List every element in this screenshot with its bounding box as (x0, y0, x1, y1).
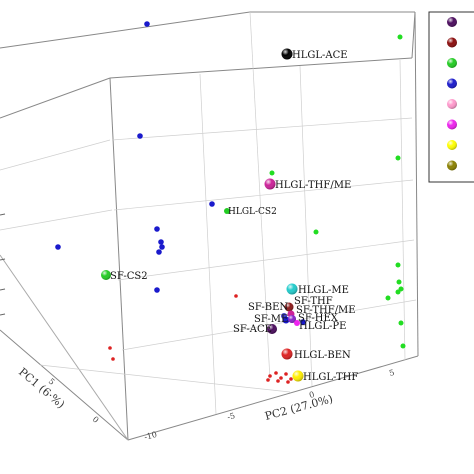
legend-swatch-sheen (447, 140, 457, 150)
data-point (313, 229, 319, 235)
data-point (276, 379, 280, 383)
legend-swatch-sheen (447, 99, 457, 109)
data-point (396, 279, 402, 285)
point-sf-thf: SF-THF (284, 296, 333, 312)
data-point (268, 374, 272, 378)
point-label: SF-ACE (233, 324, 272, 335)
data-point (154, 287, 160, 293)
legend-swatch-sheen (447, 17, 457, 27)
data-point (144, 21, 150, 27)
data-point (55, 244, 61, 250)
legend-swatch-sheen (447, 58, 457, 68)
point-label: HLGL-BEN (294, 350, 351, 361)
point-label: SF-BEN (248, 302, 288, 313)
data-point (234, 294, 238, 298)
legend-swatch-sheen (447, 37, 457, 48)
x-tick-label: 0 (308, 390, 315, 400)
data-point (286, 380, 290, 384)
data-point (398, 320, 404, 326)
data-point (274, 371, 278, 375)
point-sf-ace: SF-ACE (233, 324, 277, 335)
point-label: SF-CS2 (110, 271, 148, 282)
point-label: SF-HEX (298, 313, 339, 324)
legend-swatch-sheen (447, 78, 457, 89)
legend-swatch-sheen (447, 160, 457, 171)
data-point (395, 289, 401, 295)
data-point (269, 170, 275, 176)
y-axis-title: PC1 (6·%) (16, 365, 67, 411)
data-point (156, 249, 162, 255)
data-point (300, 319, 306, 325)
point-label: HLGL-PE (299, 321, 346, 332)
z-axis-ticks (0, 213, 6, 316)
grid-lines (0, 11, 417, 415)
point-label: HLGL-ME (298, 285, 349, 296)
point-hlgl-me: HLGL-ME (286, 283, 349, 296)
data-point (397, 34, 403, 40)
data-point (108, 346, 112, 350)
x-tick-label: -10 (143, 430, 158, 442)
point-label: HLGL-CS2 (228, 207, 277, 217)
labeled-points: HLGL-ACE HLGL-THF/ME HLGL-CS2 SF-CS2 HLG… (101, 48, 358, 383)
y-tick-label: 5 (47, 377, 57, 387)
data-point (400, 343, 406, 349)
point-sf-me: SF-ME (254, 314, 290, 325)
point-label: HLGL-ACE (292, 50, 348, 61)
point-sf-cs2: SF-CS2 (101, 270, 148, 282)
point-hlgl-ben: HLGL-BEN (281, 348, 351, 361)
point-hlgl-ace: HLGL-ACE (281, 48, 348, 61)
legend (428, 11, 474, 183)
point-hlgl-cs2: HLGL-CS2 (224, 207, 277, 217)
data-point (284, 372, 288, 376)
point-hlgl-thf: HLGL-THF (292, 370, 358, 383)
x-axis-title: PC2 (27.0%) (263, 392, 334, 423)
plot-box (0, 11, 419, 441)
data-point (209, 201, 215, 207)
point-label: SF-ME (254, 314, 288, 325)
data-point (111, 357, 115, 361)
point-label: SF-THF/ME (296, 305, 356, 316)
series-unlabeled-blue (55, 21, 306, 325)
data-point (266, 378, 270, 382)
data-point (385, 295, 391, 301)
data-point (279, 376, 283, 380)
x-tick-label: 5 (388, 368, 395, 378)
x-tick-label: -5 (226, 411, 236, 422)
point-label: SF-THF (294, 296, 333, 307)
data-point (159, 244, 165, 250)
data-point (395, 155, 401, 161)
data-point (154, 226, 160, 232)
data-point (158, 239, 164, 245)
point-hlgl-thf-me: HLGL-THF/ME (264, 178, 351, 191)
data-point (395, 262, 401, 268)
legend-swatch-sheen (447, 119, 457, 130)
series-unlabeled-green (269, 34, 406, 349)
point-sf-hex: SF-HEX (288, 313, 339, 324)
point-label: HLGL-THF (303, 372, 358, 383)
point-hlgl-pe: HLGL-PE (294, 320, 346, 332)
y-tick-label: 0 (91, 415, 101, 425)
data-point (137, 133, 143, 139)
point-label: HLGL-THF/ME (275, 180, 351, 191)
data-point (289, 377, 293, 381)
